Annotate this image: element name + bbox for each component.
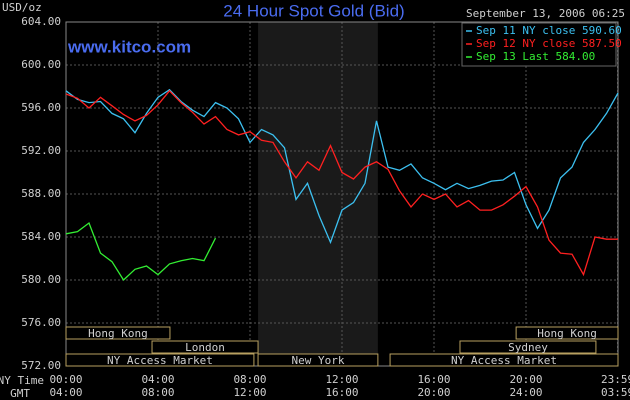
session-label: Hong Kong: [88, 327, 148, 340]
session-label: NY Access Market: [107, 354, 213, 367]
session-box: [257, 353, 379, 367]
session-box: [65, 353, 255, 367]
session-label: New York: [291, 354, 344, 367]
series-line: [65, 89, 618, 277]
y-tick-label: 580.00: [21, 273, 61, 286]
session-box: [389, 353, 619, 367]
x-tick-label: 00:00: [49, 373, 82, 386]
x2-tick-label: 12:00: [233, 386, 266, 399]
y-tick-label: 600.00: [21, 58, 61, 71]
y-tick-label: 604.00: [21, 15, 61, 28]
legend-label: Sep 11 NY close 590.60: [476, 24, 622, 37]
y-tick-label: 592.00: [21, 144, 61, 157]
session-box: [65, 326, 171, 340]
session-box: [459, 340, 597, 354]
y-tick-label: 576.00: [21, 316, 61, 329]
series-line: [65, 221, 217, 282]
y-tick-label: 584.00: [21, 230, 61, 243]
session-label: Hong Kong: [537, 327, 597, 340]
x2-axis-label: GMT: [10, 387, 30, 400]
session-box: [151, 340, 259, 354]
x-tick-label: 16:00: [417, 373, 450, 386]
y-tick-label: 572.00: [21, 359, 61, 372]
session-label: London: [185, 341, 225, 354]
legend-label: Sep 13 Last 584.00: [476, 50, 595, 63]
legend-label: Sep 12 NY close 587.50: [476, 37, 622, 50]
legend-box: [461, 22, 617, 67]
chart-subtitle: September 13, 2006 06:25: [466, 7, 625, 20]
watermark: www.kitco.com: [67, 37, 191, 56]
chart-title: 24 Hour Spot Gold (Bid): [223, 1, 404, 20]
y-tick-label: 596.00: [21, 101, 61, 114]
x-tick-label: 20:00: [509, 373, 542, 386]
x-tick-label: 04:00: [141, 373, 174, 386]
y-tick-label: 588.00: [21, 187, 61, 200]
x-tick-label: 12:00: [325, 373, 358, 386]
x-axis-label: NY Time: [0, 374, 44, 387]
session-box: [515, 326, 619, 340]
x-tick-label: 23:59: [601, 373, 630, 386]
x2-tick-label: 03:59: [601, 386, 630, 399]
y-axis-label: USD/oz: [2, 1, 42, 14]
x2-tick-label: 20:00: [417, 386, 450, 399]
x2-tick-label: 24:00: [509, 386, 542, 399]
x2-tick-label: 08:00: [141, 386, 174, 399]
session-label: Sydney: [508, 341, 548, 354]
session-label: NY Access Market: [451, 354, 557, 367]
series-line: [65, 88, 619, 245]
x2-tick-label: 04:00: [49, 386, 82, 399]
x2-tick-label: 16:00: [325, 386, 358, 399]
x-tick-label: 08:00: [233, 373, 266, 386]
